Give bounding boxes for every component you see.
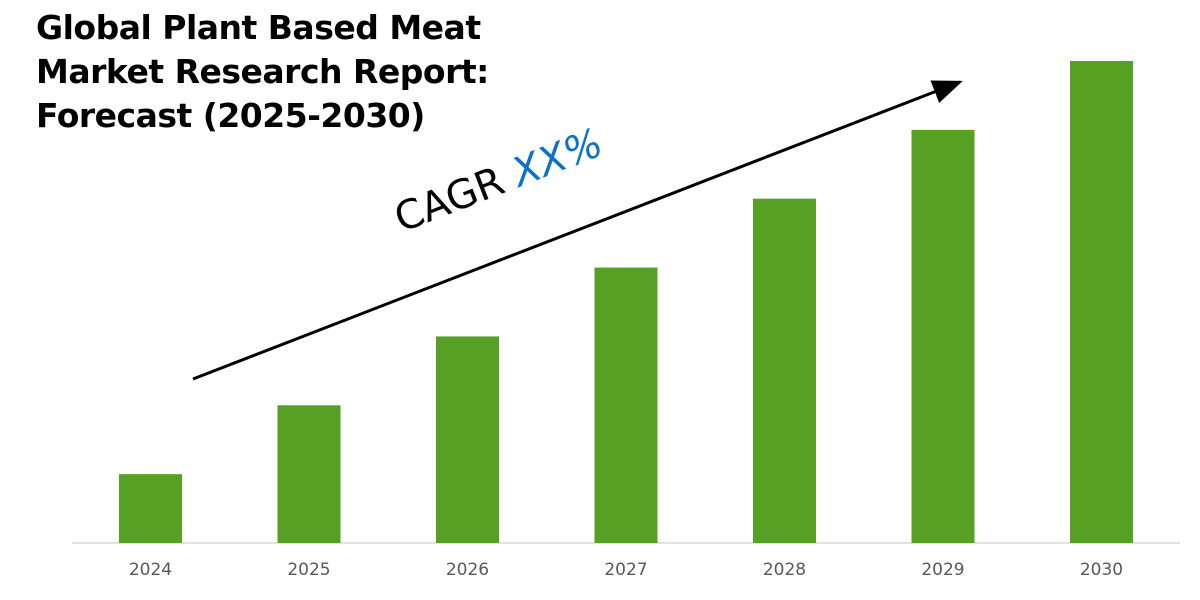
bar-2030 [1070, 61, 1133, 543]
x-tick-label: 2026 [446, 560, 489, 580]
chart-title: Global Plant Based Meat Market Research … [36, 8, 489, 135]
x-tick-label: 2024 [129, 560, 172, 580]
x-tick-label: 2030 [1080, 560, 1123, 580]
bar-2029 [911, 129, 975, 543]
x-tick-label: 2025 [287, 560, 330, 580]
bar-2028 [753, 198, 816, 543]
bar-2026 [436, 336, 499, 543]
bar-2025 [277, 405, 341, 543]
bar-2024 [119, 474, 182, 543]
bar-2027 [594, 267, 658, 543]
trend-arrow [192, 80, 963, 381]
x-tick-label: 2027 [604, 560, 647, 580]
x-tick-label: 2029 [921, 560, 964, 580]
x-tick-label: 2028 [763, 560, 806, 580]
